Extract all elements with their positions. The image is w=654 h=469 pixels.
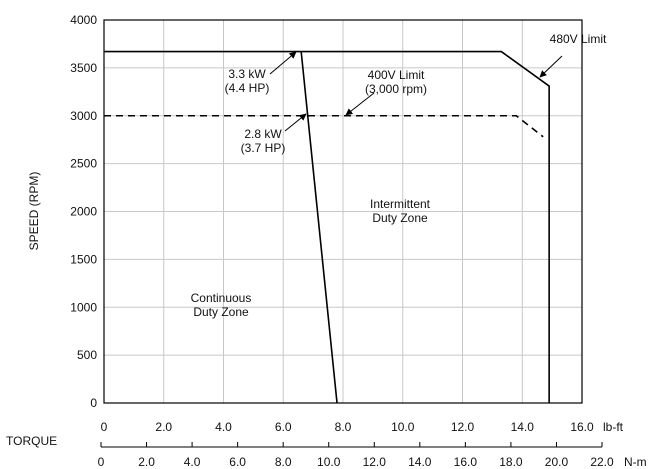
x-tick-label-lbft: 4.0 xyxy=(215,420,232,434)
annotation-label: Continuous xyxy=(191,291,252,305)
x-tick-label-lbft: 2.0 xyxy=(155,420,172,434)
annotation-arrow xyxy=(345,92,375,116)
x-tick-label-lbft: 12.0 xyxy=(451,420,475,434)
annotation-label: Intermittent xyxy=(370,197,431,211)
y-axis-title: SPEED (RPM) xyxy=(27,172,41,251)
annotation-label: Duty Zone xyxy=(193,305,249,319)
annotation-label: 400V Limit xyxy=(368,68,425,82)
x-tick-label-lbft: 6.0 xyxy=(275,420,292,434)
annotation-label: (3.7 HP) xyxy=(241,141,286,155)
series-line xyxy=(300,51,338,404)
annotation-label: 3.3 kW xyxy=(228,67,266,81)
x-unit-bottom: N-m xyxy=(624,455,647,469)
plot-frame xyxy=(103,19,583,404)
series-layer xyxy=(104,50,550,404)
x-tick-label-nm: 22.0 xyxy=(590,455,614,469)
x-tick-label-nm: 6.0 xyxy=(229,455,246,469)
x-tick-label-nm: 4.0 xyxy=(184,455,201,469)
annotation-label: (4.4 HP) xyxy=(225,81,270,95)
y-tick-label: 3000 xyxy=(70,109,97,123)
x-tick-label-nm: 0 xyxy=(98,455,105,469)
x-tick-label-lbft: 8.0 xyxy=(335,420,352,434)
y-tick-label: 4000 xyxy=(70,13,97,27)
series-line xyxy=(104,114,544,138)
series-line xyxy=(104,50,550,403)
annotation-label: 2.8 kW xyxy=(244,127,282,141)
nm-axis: 0 2.0 4.0 6.0 8.0 10.0 12.0 14.0 16.0 18.0 20.0 22.… xyxy=(98,442,614,469)
annotation-label: (3,000 rpm) xyxy=(365,82,427,96)
tick-labels: 0 500 1000 1500 2000 2500 3000 3500 4000 0 2.0 4.0 6… xyxy=(70,13,594,434)
y-tick-label: 2500 xyxy=(70,157,97,171)
x-tick-label-lbft: 16.0 xyxy=(570,420,594,434)
annotation-label: 480V Limit xyxy=(550,32,607,46)
x-unit-top: lb-ft xyxy=(603,420,624,434)
x-tick-label-nm: 14.0 xyxy=(408,455,432,469)
y-tick-label: 1000 xyxy=(70,300,97,314)
x-tick-label-nm: 8.0 xyxy=(275,455,292,469)
x-tick-label-nm: 20.0 xyxy=(545,455,569,469)
y-tick-label: 1500 xyxy=(70,252,97,266)
x-tick-label-lbft: 10.0 xyxy=(391,420,415,434)
x-tick-label-lbft: 0 xyxy=(101,420,108,434)
annotation-arrow xyxy=(269,51,297,75)
y-tick-label: 0 xyxy=(90,396,97,410)
annotation-arrow xyxy=(284,113,307,132)
x-tick-label-nm: 16.0 xyxy=(454,455,478,469)
y-tick-label: 2000 xyxy=(70,205,97,219)
x-tick-label-nm: 12.0 xyxy=(363,455,387,469)
annotation-arrow xyxy=(539,55,563,78)
annotation-label: Duty Zone xyxy=(372,211,428,225)
x-tick-label-lbft: 14.0 xyxy=(511,420,535,434)
x-tick-label-nm: 2.0 xyxy=(138,455,155,469)
x-tick-label-nm: 18.0 xyxy=(499,455,523,469)
x-axis-title: TORQUE xyxy=(6,434,57,448)
y-tick-label: 3500 xyxy=(70,61,97,75)
y-tick-label: 500 xyxy=(77,348,97,362)
x-tick-label-nm: 10.0 xyxy=(317,455,341,469)
annotations: 3.3 kW(4.4 HP) 2.8 kW(3.7 HP) 400V Limit(3… xyxy=(191,32,607,319)
grid-lines xyxy=(103,19,583,404)
